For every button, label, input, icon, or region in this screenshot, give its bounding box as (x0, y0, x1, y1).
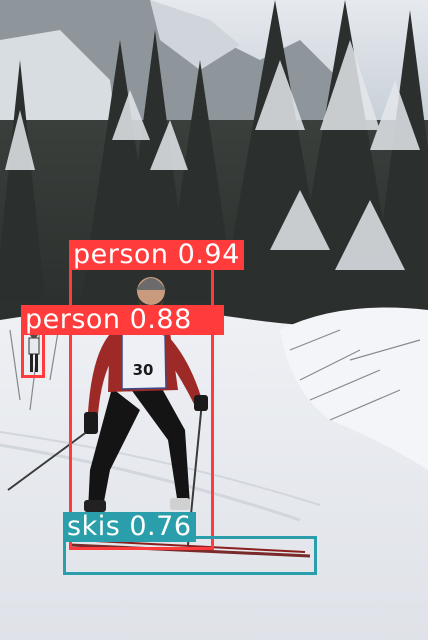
detection-score: 0.76 (129, 512, 191, 542)
detection-score: 0.94 (178, 240, 240, 270)
detection-class: skis (67, 512, 120, 542)
detection-class: person (73, 240, 169, 270)
detection-box-person-1 (69, 240, 214, 550)
detection-class: person (25, 305, 121, 335)
detection-label-person-2: person 0.88 (21, 305, 224, 335)
detection-label-person-1: person 0.94 (69, 240, 244, 270)
detection-score: 0.88 (130, 305, 192, 335)
detection-label-skis: skis 0.76 (63, 512, 196, 542)
